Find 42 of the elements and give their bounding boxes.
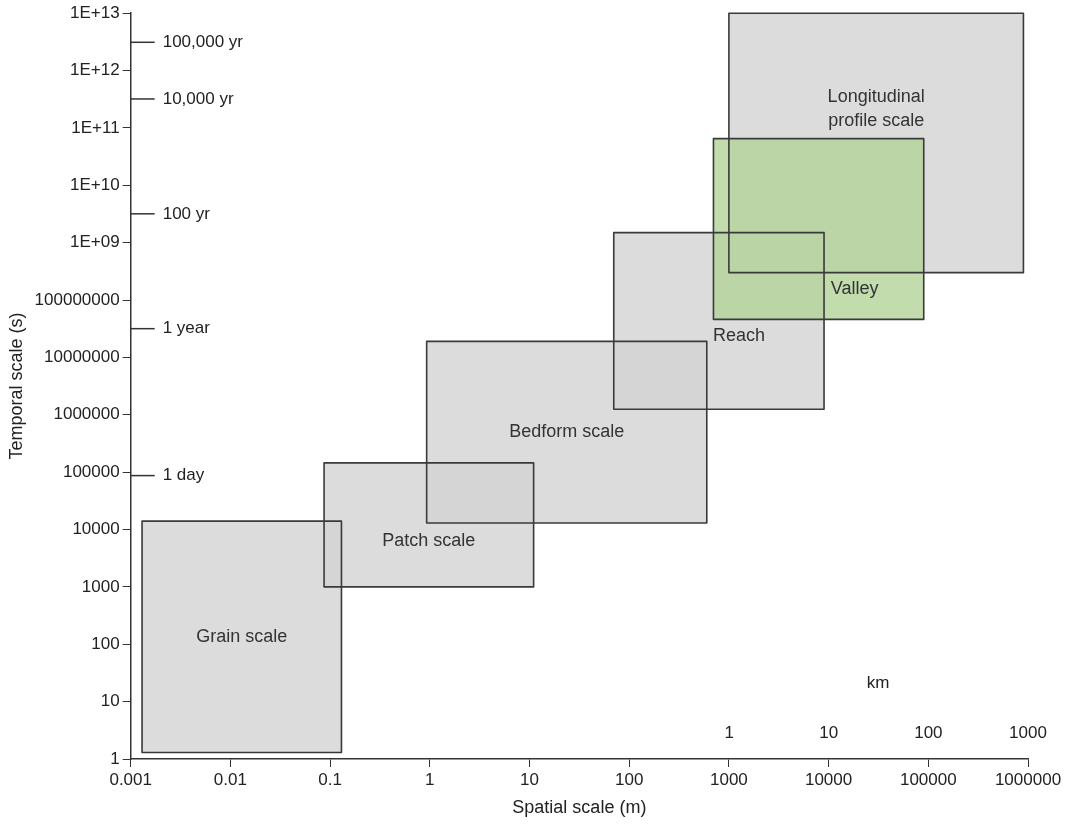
- y-tick-label: 10000: [72, 519, 120, 539]
- series-label: Grain scale: [196, 625, 288, 646]
- y-tick-label: 1000000: [53, 404, 120, 424]
- annotation: 100,000 yr: [162, 31, 244, 51]
- annotation: 1: [724, 722, 734, 742]
- x-tick-label: 1000: [709, 769, 748, 789]
- y-tick-label: 10000000: [44, 347, 120, 367]
- y-tick-label: 100000: [62, 461, 120, 481]
- x-tick-label: 0.01: [213, 769, 247, 789]
- x-tick-label: 10000: [804, 769, 853, 789]
- x-tick-label: 0.1: [318, 769, 342, 789]
- y-tick-label: 1000: [81, 576, 120, 596]
- y-tick-label: 1E+09: [70, 232, 120, 252]
- y-tick-label: 1E+11: [71, 117, 120, 137]
- y-tick-label: 100000000: [34, 289, 120, 309]
- annotation: 100 yr: [162, 203, 211, 223]
- series-label: Valley: [830, 278, 879, 299]
- annotation: 1000: [1009, 722, 1047, 742]
- annotation: 1 year: [162, 318, 211, 338]
- annotation: km: [866, 672, 890, 692]
- y-tick-label: 1E+12: [70, 60, 120, 80]
- y-tick-label: 1E+10: [70, 175, 120, 194]
- series-label: Bedform scale: [509, 421, 625, 442]
- y-tick-label: 1E+13: [70, 2, 120, 22]
- x-tick-label: 100000: [899, 769, 957, 789]
- x-axis-title: Spatial scale (m): [512, 797, 647, 818]
- y-tick-label: 1: [110, 748, 120, 768]
- y-tick-label: 100: [91, 633, 120, 653]
- x-tick-label: 1: [425, 769, 435, 789]
- y-axis-title: Temporal scale (s): [5, 312, 26, 460]
- series-label: Longitudinal profile scale: [827, 85, 925, 130]
- series-label: Patch scale: [382, 529, 476, 550]
- series-label: Reach: [712, 324, 765, 345]
- x-tick-label: 100: [615, 769, 644, 789]
- annotation: 10: [819, 722, 839, 742]
- y-tick-label: 10: [100, 691, 120, 711]
- annotation: 100: [914, 722, 943, 742]
- annotation: 1 day: [162, 465, 205, 485]
- annotation: 10,000 yr: [162, 88, 234, 108]
- x-tick-label: 1000000: [994, 769, 1062, 789]
- x-tick-label: 0.001: [109, 769, 152, 789]
- x-tick-label: 10: [520, 769, 539, 789]
